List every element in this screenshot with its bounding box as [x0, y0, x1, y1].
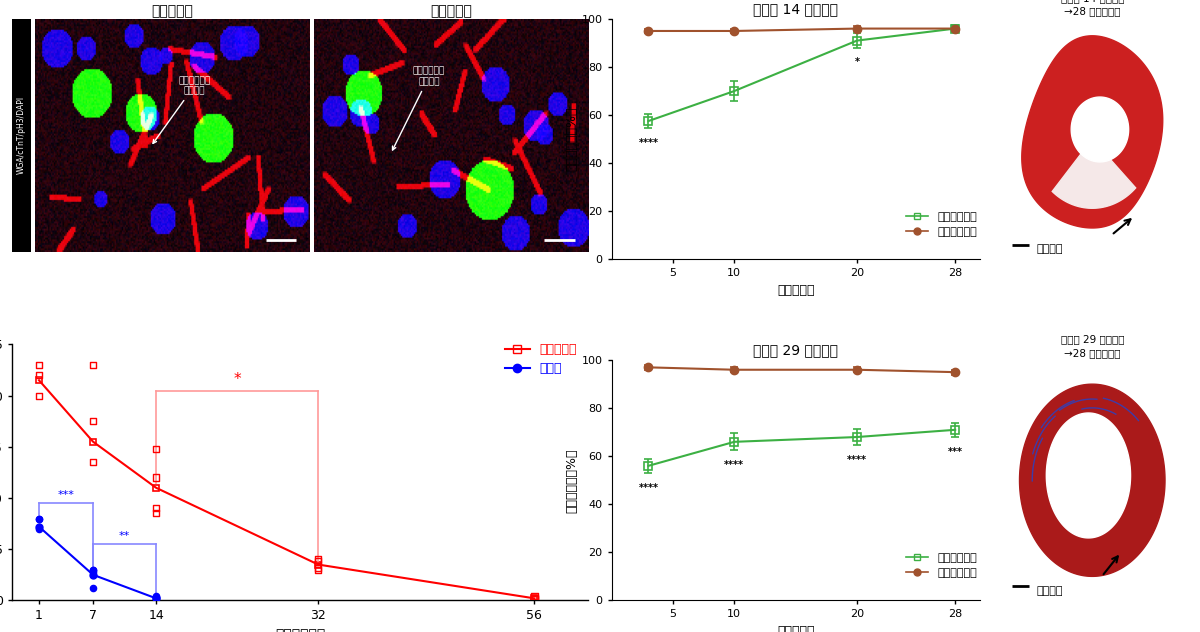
Text: ****: **** [847, 455, 868, 465]
Point [146, 593, 166, 604]
Polygon shape [1052, 139, 1135, 209]
Point [84, 457, 103, 467]
Polygon shape [1046, 413, 1130, 538]
Point [84, 564, 103, 574]
Point [308, 554, 328, 564]
Text: 出生後 29 日で手術
→28 日後の心臓: 出生後 29 日で手術 →28 日後の心臓 [1061, 334, 1124, 358]
Text: 梗塞部位: 梗塞部位 [1037, 245, 1063, 255]
Text: ***: *** [948, 447, 962, 457]
Polygon shape [1020, 384, 1165, 576]
Point [146, 592, 166, 602]
Text: 梗塞部位: 梗塞部位 [1037, 586, 1063, 595]
Legend: 心筋梗塞あり, 心筋梗塞なし: 心筋梗塞あり, 心筋梗塞なし [901, 207, 982, 241]
Legend: 心筋梗塞あり, 心筋梗塞なし: 心筋梗塞あり, 心筋梗塞なし [901, 549, 982, 583]
Text: *: * [854, 58, 859, 68]
Polygon shape [1072, 97, 1129, 162]
Point [146, 508, 166, 518]
Text: ****: **** [725, 460, 744, 470]
X-axis label: 出生後の日齢: 出生後の日齢 [275, 628, 325, 632]
Point [308, 562, 328, 573]
Point [30, 524, 49, 534]
Title: 出生後１日: 出生後１日 [151, 4, 193, 18]
Point [84, 567, 103, 577]
Point [84, 416, 103, 427]
Point [84, 583, 103, 593]
Point [30, 513, 49, 523]
Y-axis label: 左室駆出率（%）: 左室駆出率（%） [565, 448, 578, 513]
Point [146, 594, 166, 604]
Point [524, 592, 544, 602]
Y-axis label: 左室駆出率（%）: 左室駆出率（%） [565, 107, 578, 171]
Point [146, 592, 166, 602]
Text: 細胞分裂中の
心筋細胞: 細胞分裂中の 心筋細胞 [152, 76, 210, 143]
Text: ***: *** [58, 490, 74, 500]
Point [146, 503, 166, 513]
Text: 細胞分裂中の
心筋細胞: 細胞分裂中の 心筋細胞 [392, 67, 445, 150]
Point [308, 564, 328, 574]
X-axis label: 手術後日数: 手術後日数 [776, 625, 815, 632]
Text: ****: **** [638, 483, 659, 493]
Title: 出生後 29 日で手術: 出生後 29 日で手術 [754, 344, 838, 358]
Text: 出生後 14 日で手術
→28 日後の心臓: 出生後 14 日で手術 →28 日後の心臓 [1061, 0, 1124, 16]
Point [30, 370, 49, 380]
Point [146, 444, 166, 454]
Text: ****: **** [638, 138, 659, 148]
Point [146, 473, 166, 483]
Point [524, 594, 544, 604]
Point [524, 593, 544, 604]
Point [30, 391, 49, 401]
Title: 出生後 14 日で手術: 出生後 14 日で手術 [754, 3, 838, 16]
Text: *: * [233, 372, 241, 387]
Legend: オポッサム, マウス: オポッサム, マウス [499, 338, 582, 380]
Point [30, 360, 49, 370]
Point [84, 360, 103, 370]
Point [308, 556, 328, 566]
Text: WGA/cTnT/pH3/DAPI: WGA/cTnT/pH3/DAPI [17, 96, 26, 174]
Polygon shape [1021, 36, 1163, 228]
X-axis label: 手術後日数: 手術後日数 [776, 284, 815, 297]
Title: 出生後７日: 出生後７日 [430, 4, 472, 18]
Point [84, 564, 103, 574]
Point [30, 513, 49, 523]
Text: **: ** [119, 531, 131, 541]
